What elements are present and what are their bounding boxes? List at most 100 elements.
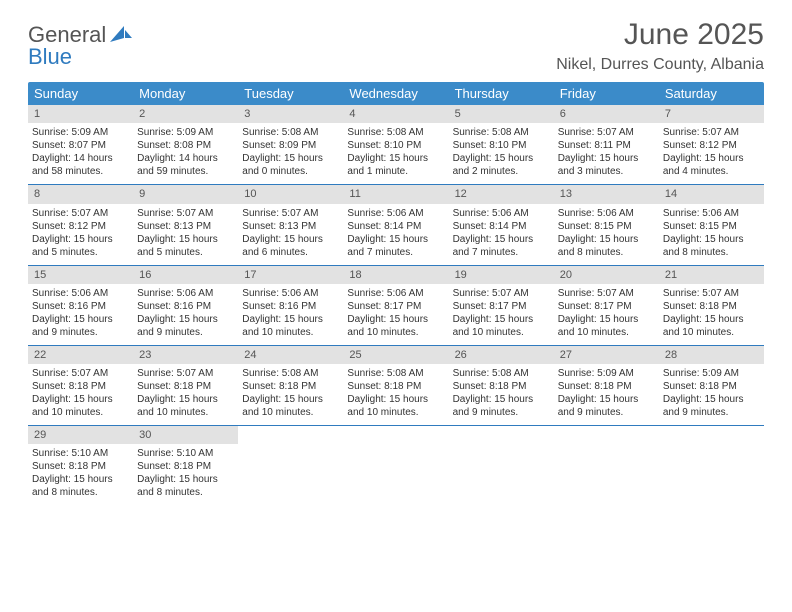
daylight-text: Daylight: 15 hours and 8 minutes. xyxy=(32,473,129,499)
day-cell: 20 Sunrise: 5:07 AMSunset: 8:17 PMDayligh… xyxy=(554,266,659,345)
day-number-bar: 19 xyxy=(449,266,554,284)
day-cell: 9Sunrise: 5:07 AMSunset: 8:13 PMDaylight… xyxy=(133,185,238,264)
daylight-text: Daylight: 15 hours and 9 minutes. xyxy=(453,393,550,419)
logo-text: General Blue xyxy=(28,24,132,68)
sunrise-text: Sunrise: 5:08 AM xyxy=(242,367,339,380)
day-number-bar: 8 xyxy=(28,185,133,203)
day-cell: 26Sunrise: 5:08 AMSunset: 8:18 PMDayligh… xyxy=(449,346,554,425)
sunrise-text: Sunrise: 5:07 AM xyxy=(663,287,760,300)
day-number: 25 xyxy=(349,349,361,361)
sunrise-text: Sunrise: 5:08 AM xyxy=(347,126,444,139)
sunrise-text: Sunrise: 5:07 AM xyxy=(242,207,339,220)
day-number-bar: 14 xyxy=(659,185,764,203)
day-number-bar: 27 xyxy=(554,346,659,364)
sunset-text: Sunset: 8:17 PM xyxy=(558,300,655,313)
sunset-text: Sunset: 8:14 PM xyxy=(453,220,550,233)
daylight-text: Daylight: 15 hours and 8 minutes. xyxy=(558,233,655,259)
day-number-bar: 29 xyxy=(28,426,133,444)
sunset-text: Sunset: 8:18 PM xyxy=(32,380,129,393)
week-row: 1Sunrise: 5:09 AMSunset: 8:07 PMDaylight… xyxy=(28,105,764,185)
daylight-text: Daylight: 15 hours and 1 minute. xyxy=(347,152,444,178)
day-cell: 2Sunrise: 5:09 AMSunset: 8:08 PMDaylight… xyxy=(133,105,238,184)
sunset-text: Sunset: 8:13 PM xyxy=(137,220,234,233)
daylight-text: Daylight: 15 hours and 10 minutes. xyxy=(242,393,339,419)
day-number-bar: 3 xyxy=(238,105,343,123)
sunset-text: Sunset: 8:17 PM xyxy=(347,300,444,313)
day-cell: 7Sunrise: 5:07 AMSunset: 8:12 PMDaylight… xyxy=(659,105,764,184)
sunrise-text: Sunrise: 5:06 AM xyxy=(347,207,444,220)
day-cell xyxy=(659,426,764,505)
day-number: 24 xyxy=(244,349,256,361)
sunrise-text: Sunrise: 5:06 AM xyxy=(663,207,760,220)
sunrise-text: Sunrise: 5:06 AM xyxy=(32,287,129,300)
daylight-text: Daylight: 15 hours and 4 minutes. xyxy=(663,152,760,178)
sunset-text: Sunset: 8:16 PM xyxy=(242,300,339,313)
daylight-text: Daylight: 15 hours and 2 minutes. xyxy=(453,152,550,178)
day-number: 9 xyxy=(139,188,145,200)
day-number: 20 xyxy=(560,269,572,281)
day-header-cell: Wednesday xyxy=(343,82,448,105)
day-number-bar: 15 xyxy=(28,266,133,284)
sunset-text: Sunset: 8:18 PM xyxy=(347,380,444,393)
daylight-text: Daylight: 15 hours and 8 minutes. xyxy=(137,473,234,499)
sunrise-text: Sunrise: 5:07 AM xyxy=(663,126,760,139)
daylight-text: Daylight: 15 hours and 7 minutes. xyxy=(347,233,444,259)
day-cell: 3Sunrise: 5:08 AMSunset: 8:09 PMDaylight… xyxy=(238,105,343,184)
day-number: 15 xyxy=(34,269,46,281)
sunrise-text: Sunrise: 5:08 AM xyxy=(453,126,550,139)
day-header-cell: Monday xyxy=(133,82,238,105)
sunset-text: Sunset: 8:18 PM xyxy=(242,380,339,393)
sunset-text: Sunset: 8:11 PM xyxy=(558,139,655,152)
day-number-bar: 6 xyxy=(554,105,659,123)
sunrise-text: Sunrise: 5:10 AM xyxy=(137,447,234,460)
sunrise-text: Sunrise: 5:06 AM xyxy=(347,287,444,300)
daylight-text: Daylight: 15 hours and 6 minutes. xyxy=(242,233,339,259)
day-cell: 24 Sunrise: 5:08 AMSunset: 8:18 PMDayligh… xyxy=(238,346,343,425)
day-cell xyxy=(238,426,343,505)
sunrise-text: Sunrise: 5:08 AM xyxy=(453,367,550,380)
day-number: 13 xyxy=(560,188,572,200)
daylight-text: Daylight: 15 hours and 10 minutes. xyxy=(558,313,655,339)
week-row: 22Sunrise: 5:07 AMSunset: 8:18 PMDayligh… xyxy=(28,346,764,426)
day-number: 30 xyxy=(139,429,151,441)
sunset-text: Sunset: 8:15 PM xyxy=(663,220,760,233)
day-number: 27 xyxy=(560,349,572,361)
daylight-text: Daylight: 15 hours and 5 minutes. xyxy=(32,233,129,259)
day-number: 11 xyxy=(349,188,360,200)
day-number: 8 xyxy=(34,188,40,200)
daylight-text: Daylight: 15 hours and 10 minutes. xyxy=(242,313,339,339)
title-block: June 2025 Nikel, Durres County, Albania xyxy=(556,18,764,74)
sunset-text: Sunset: 8:15 PM xyxy=(558,220,655,233)
sunrise-text: Sunrise: 5:07 AM xyxy=(558,287,655,300)
day-number-bar: 26 xyxy=(449,346,554,364)
sunrise-text: Sunrise: 5:07 AM xyxy=(32,207,129,220)
logo-sail-icon xyxy=(110,26,132,42)
day-number: 23 xyxy=(139,349,151,361)
daylight-text: Daylight: 15 hours and 10 minutes. xyxy=(137,393,234,419)
day-number-bar: 17 xyxy=(238,266,343,284)
daylight-text: Daylight: 15 hours and 9 minutes. xyxy=(32,313,129,339)
daylight-text: Daylight: 14 hours and 59 minutes. xyxy=(137,152,234,178)
sunrise-text: Sunrise: 5:06 AM xyxy=(558,207,655,220)
sunset-text: Sunset: 8:18 PM xyxy=(32,460,129,473)
daylight-text: Daylight: 15 hours and 10 minutes. xyxy=(32,393,129,419)
day-cell xyxy=(449,426,554,505)
sunrise-text: Sunrise: 5:09 AM xyxy=(558,367,655,380)
day-number: 22 xyxy=(34,349,46,361)
day-header-cell: Saturday xyxy=(659,82,764,105)
sunset-text: Sunset: 8:10 PM xyxy=(453,139,550,152)
day-number: 28 xyxy=(665,349,677,361)
sunset-text: Sunset: 8:08 PM xyxy=(137,139,234,152)
sunrise-text: Sunrise: 5:07 AM xyxy=(558,126,655,139)
day-number-bar: 16 xyxy=(133,266,238,284)
daylight-text: Daylight: 15 hours and 9 minutes. xyxy=(663,393,760,419)
sunrise-text: Sunrise: 5:09 AM xyxy=(32,126,129,139)
sunset-text: Sunset: 8:09 PM xyxy=(242,139,339,152)
day-number: 19 xyxy=(455,269,467,281)
day-cell: 18Sunrise: 5:06 AMSunset: 8:17 PMDayligh… xyxy=(343,266,448,345)
day-cell: 23Sunrise: 5:07 AMSunset: 8:18 PMDayligh… xyxy=(133,346,238,425)
sunrise-text: Sunrise: 5:08 AM xyxy=(347,367,444,380)
week-row: 8Sunrise: 5:07 AMSunset: 8:12 PMDaylight… xyxy=(28,185,764,265)
sunset-text: Sunset: 8:14 PM xyxy=(347,220,444,233)
day-cell: 1Sunrise: 5:09 AMSunset: 8:07 PMDaylight… xyxy=(28,105,133,184)
